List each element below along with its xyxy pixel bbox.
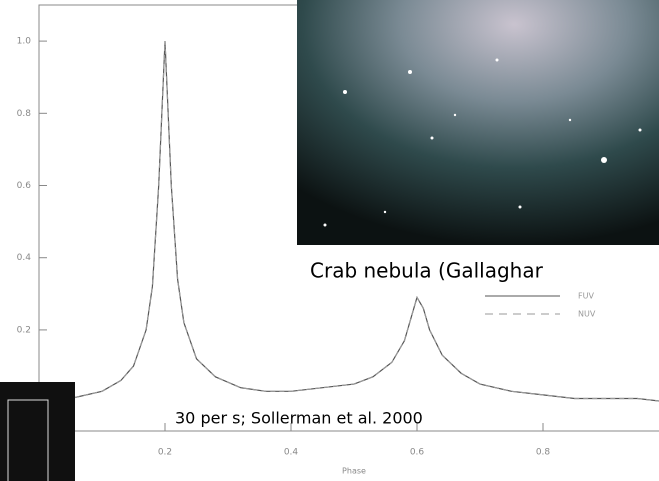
y-tick-label: 0.8: [17, 109, 32, 119]
page: 0.20.40.60.81.00.20.40.60.81.0PhaseFUVNU…: [0, 0, 659, 481]
y-tick-label: 0.6: [17, 181, 32, 191]
y-tick-label: 0.4: [17, 253, 32, 263]
legend-label: NUV: [578, 310, 596, 319]
y-tick-label: 1.0: [17, 37, 32, 47]
annotation: 30 per s; Sollerman et al. 2000: [175, 409, 423, 428]
x-tick-label: 0.8: [536, 448, 551, 458]
inset-image: [0, 382, 75, 481]
nebula-image: [297, 0, 659, 245]
legend-label: FUV: [578, 292, 594, 301]
chart: 0.20.40.60.81.00.20.40.60.81.0PhaseFUVNU…: [0, 0, 659, 481]
x-tick-label: 0.2: [158, 448, 172, 458]
x-tick-label: 0.4: [284, 448, 299, 458]
x-tick-label: 0.6: [410, 448, 425, 458]
caption: Crab nebula (Gallaghar: [310, 259, 544, 283]
x-axis-label: Phase: [342, 467, 366, 476]
y-tick-label: 0.2: [17, 325, 31, 335]
